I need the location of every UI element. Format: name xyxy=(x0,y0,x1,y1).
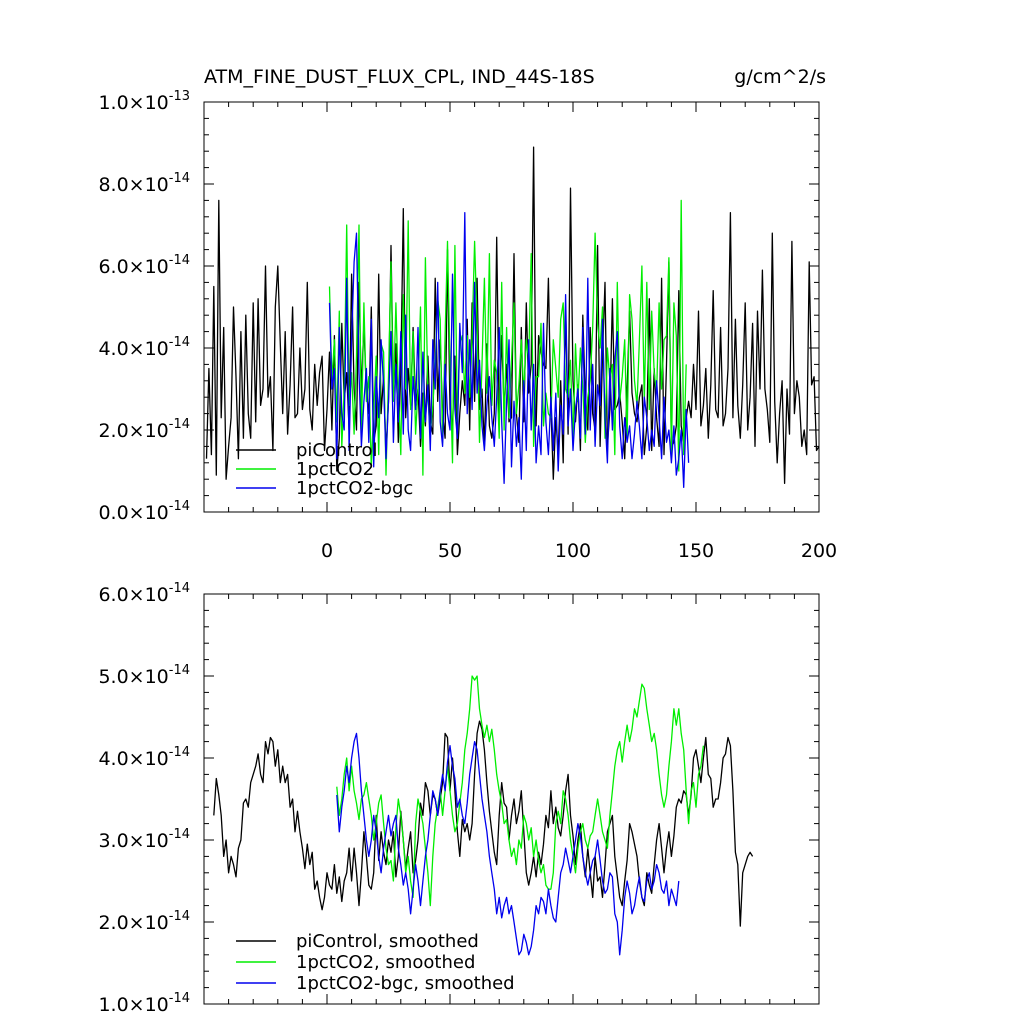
legend-label: piControl, smoothed xyxy=(296,931,479,952)
y-axis-top: 0.0×10-14 2.0×10-14 4.0×10-14 6.0×10-14 8.0×… xyxy=(98,89,819,524)
y-tick-label: 8.0×10-14 xyxy=(98,171,190,196)
legend-label: 1pctCO2 xyxy=(296,459,374,480)
x-tick-label: 200 xyxy=(801,540,837,562)
legend-label: 1pctCO2-bgc xyxy=(296,478,413,499)
y-tick-label: 6.0×10-14 xyxy=(98,253,190,278)
x-tick-label: 100 xyxy=(555,540,591,562)
plot-frame-bottom xyxy=(203,593,820,1005)
chart-title: ATM_FINE_DUST_FLUX_CPL, IND_44S-18S xyxy=(204,66,595,88)
units-label: g/cm^2/s xyxy=(734,66,826,88)
series-group-top xyxy=(205,146,820,489)
y-tick-label: 4.0×10-14 xyxy=(98,335,190,360)
x-tick-label: 150 xyxy=(678,540,714,562)
legend-label: 1pctCO2-bgc, smoothed xyxy=(296,973,515,994)
x-axis-bottom xyxy=(326,594,820,1004)
y-tick-label: 2.0×10-14 xyxy=(98,417,190,442)
legend-label: piControl xyxy=(296,440,378,461)
x-axis-top: 0 50 100 150 200 xyxy=(321,102,837,562)
y-axis-bottom: 1.0×10-14 2.0×10-14 3.0×10-14 4.0×10-14 5.0×… xyxy=(98,581,819,1016)
series-line-1pctco2-bgc-smoothed xyxy=(336,732,680,956)
top-panel: ATM_FINE_DUST_FLUX_CPL, IND_44S-18S g/cm… xyxy=(98,66,837,562)
y-tick-label: 3.0×10-14 xyxy=(98,827,190,852)
y-tick-label: 4.0×10-14 xyxy=(98,745,190,770)
series-line-picontrol-smoothed xyxy=(213,720,754,927)
y-tick-label: 1.0×10-13 xyxy=(98,89,190,114)
plot-frame-top xyxy=(203,101,820,513)
series-line-1pctco2-smoothed xyxy=(336,675,705,907)
y-tick-label: 2.0×10-14 xyxy=(98,909,190,934)
y-tick-label: 0.0×10-14 xyxy=(98,499,190,524)
y-tick-label: 5.0×10-14 xyxy=(98,663,190,688)
series-group-bottom xyxy=(213,675,754,956)
legend-label: 1pctCO2, smoothed xyxy=(296,952,475,973)
y-tick-label: 1.0×10-14 xyxy=(98,991,190,1016)
series-line-1pctco2 xyxy=(328,199,687,476)
x-tick-label: 0 xyxy=(321,540,333,562)
x-tick-label: 50 xyxy=(438,540,462,562)
y-tick-label: 6.0×10-14 xyxy=(98,581,190,606)
series-line-1pctco2-bgc xyxy=(328,212,690,489)
bottom-panel: 1.0×10-14 2.0×10-14 3.0×10-14 4.0×10-14 5.0×… xyxy=(98,581,820,1016)
